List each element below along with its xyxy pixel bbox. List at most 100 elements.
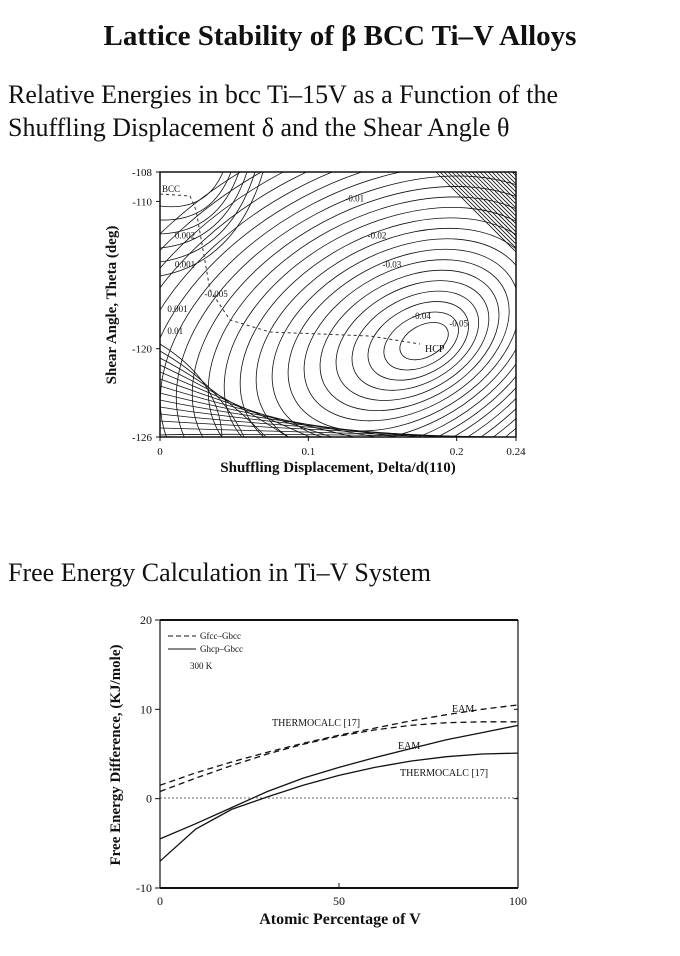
y-tick-label: -120 [132,344,153,356]
contour-line [160,172,264,277]
hcp-label: HCP [425,344,445,355]
contour-line [303,259,510,422]
contour-value-label: 0.001 [167,304,187,314]
contour-line [335,280,490,401]
contour-line [459,172,516,229]
contour-line [287,248,516,432]
contour-line [160,172,240,235]
contour-line [499,172,516,189]
contour-line [471,172,516,217]
contour-line [463,172,516,225]
contour-line [175,175,516,437]
y-tick-label: -126 [132,432,153,444]
x-tick-label: 0.2 [450,446,464,458]
contour-line [160,172,256,263]
contour-line [191,186,516,437]
contour-line [487,172,516,201]
contour-line [479,172,516,209]
contour-line [483,172,516,205]
contour-value-label: 0.002 [175,230,195,240]
energy-y-ticks: 20 10 0 -10 [136,613,518,895]
section1-heading-line1: Relative Energies in bcc Ti–15V as a Fun… [8,80,559,109]
contour-line [439,172,516,249]
y-tick-label: 0 [146,792,152,806]
x-tick-label: 0.1 [301,446,315,458]
series-lines [159,704,519,862]
contour-line [367,301,469,381]
page-title: Lattice Stability of β BCC Ti–V Alloys [103,20,577,52]
contour-x-axis-title: Shuffling Displacement, Delta/d(110) [220,460,455,476]
energy-x-ticks: 0 50 100 [157,883,527,908]
contour-line [160,172,232,221]
contour-line [160,172,248,249]
bcc-hcp-path [159,193,421,345]
contour-line [160,433,509,437]
contour-plot-frame [159,171,517,438]
contour-line [160,172,516,437]
contour-line [160,371,311,437]
y-tick-label: -110 [132,196,152,208]
contour-x-ticks: 0 0.1 0.2 0.24 [157,437,526,458]
contour-line [435,172,516,253]
contour-line [511,172,516,177]
contour-line [223,206,516,437]
legend-label-hcp: Ghcp–Gbcc [200,644,243,654]
contour-line [160,406,421,437]
bcc-label: BCC [162,184,180,194]
y-tick-label: -108 [132,167,153,179]
legend-temperature-note: 300 K [190,661,213,671]
contour-line [207,196,516,437]
series-line-2 [159,721,518,793]
contour-line [160,385,355,437]
contour-line [507,172,516,181]
contour-line [351,290,480,391]
series-line-4 [159,752,519,862]
series-line-1 [159,704,519,786]
contour-line [491,172,516,197]
contour-line [160,343,223,437]
label-eam-fcc: EAM [452,704,474,715]
contour-line [160,392,377,437]
x-tick-label: 50 [333,894,345,908]
contour-line [160,399,399,437]
x-tick-label: 0 [157,446,163,458]
legend: Gfcc–Gbcc Ghcp–Gbcc 300 K [168,631,243,671]
contour-value-label: 0.01 [167,326,183,336]
contour-line [160,357,267,437]
label-eam-hcp: EAM [398,741,420,752]
contour-line [160,350,245,437]
contour-line [516,168,520,172]
contour-line [495,172,516,193]
contour-line [160,413,443,437]
series-line-3 [159,724,519,840]
contour-value-label: -0.04 [412,311,431,321]
contour-line [399,322,449,361]
x-tick-label: 0 [157,894,163,908]
y-tick-label: 20 [140,613,152,627]
contour-y-ticks: -108 -110 -120 -126 [132,167,160,444]
contour-value-label: 0.001 [175,260,195,270]
contour-line [455,172,516,233]
contour-line [319,269,500,412]
contour-line [255,227,516,437]
y-tick-label: -10 [136,881,152,895]
contour-line [160,172,516,437]
energy-x-axis-title: Atomic Percentage of V [259,911,421,928]
contour-line [160,364,289,437]
contour-line [160,427,487,437]
contour-line [239,217,516,437]
contour-value-label: -0.03 [383,260,402,270]
contour-line [451,172,516,237]
energy-y-axis-title: Free Energy Difference, (KJ/mole) [108,644,124,865]
label-thermocalc-hcp: THERMOCALC [17] [400,768,488,779]
contour-line [467,172,516,221]
label-thermocalc-fcc: THERMOCALC [17] [272,718,360,729]
contour-line [503,172,516,185]
y-tick-label: 10 [140,702,152,716]
section2-heading: Free Energy Calculation in Ti–V System [8,558,431,587]
x-tick-label: 100 [509,894,527,908]
x-tick-label: 0.24 [506,446,526,458]
contour-line [160,420,465,437]
legend-label-fcc: Gfcc–Gbcc [200,631,241,641]
contour-line [160,378,333,437]
